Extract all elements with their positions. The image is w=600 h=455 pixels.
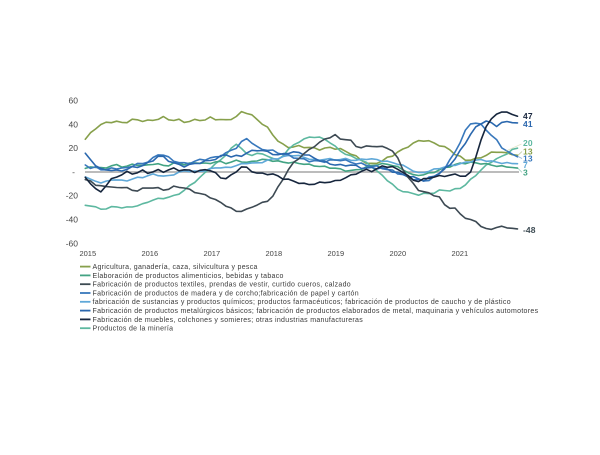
svg-text:2016: 2016 [141,249,158,258]
svg-text:47: 47 [523,111,533,121]
svg-text:13: 13 [523,146,533,156]
svg-text:2020: 2020 [389,249,406,258]
svg-text:Productos de la minería: Productos de la minería [93,326,174,333]
svg-text:Fabricación de productos de ma: Fabricación de productos de madera y de … [93,290,359,297]
svg-text:-48: -48 [523,225,536,235]
svg-text:40: 40 [69,119,79,129]
svg-text:20: 20 [69,143,79,153]
svg-text:Fabricación de productos metal: Fabricación de productos metalúrgicos bá… [93,308,539,315]
svg-text:60: 60 [69,96,79,106]
svg-text:2021: 2021 [451,249,468,258]
svg-text:41: 41 [523,119,533,129]
svg-text:Agricultura, ganadería, caza,: Agricultura, ganadería, caza, silvicultu… [93,264,258,271]
svg-text:2019: 2019 [327,249,344,258]
svg-text:2017: 2017 [203,249,220,258]
svg-text:2018: 2018 [265,249,282,258]
svg-text:13: 13 [523,153,533,163]
svg-text:Fabricación de productos texti: Fabricación de productos textiles, prend… [93,282,352,289]
svg-text:-40: -40 [66,215,79,225]
svg-text:2015: 2015 [79,249,96,258]
svg-text:3: 3 [523,167,528,177]
svg-text:Elaboración de productos alime: Elaboración de productos alimenticios, b… [93,273,284,280]
svg-text:7: 7 [523,160,528,170]
svg-text:Fabricación de muebles, colcho: Fabricación de muebles, colchones y somi… [93,317,364,324]
svg-text:20: 20 [523,138,533,148]
svg-text:-20: -20 [66,191,79,201]
svg-text:fabricación de sustancias y pr: fabricación de sustancias y productos qu… [93,299,511,306]
svg-text:-60: -60 [66,238,79,248]
svg-text:-: - [72,167,75,177]
